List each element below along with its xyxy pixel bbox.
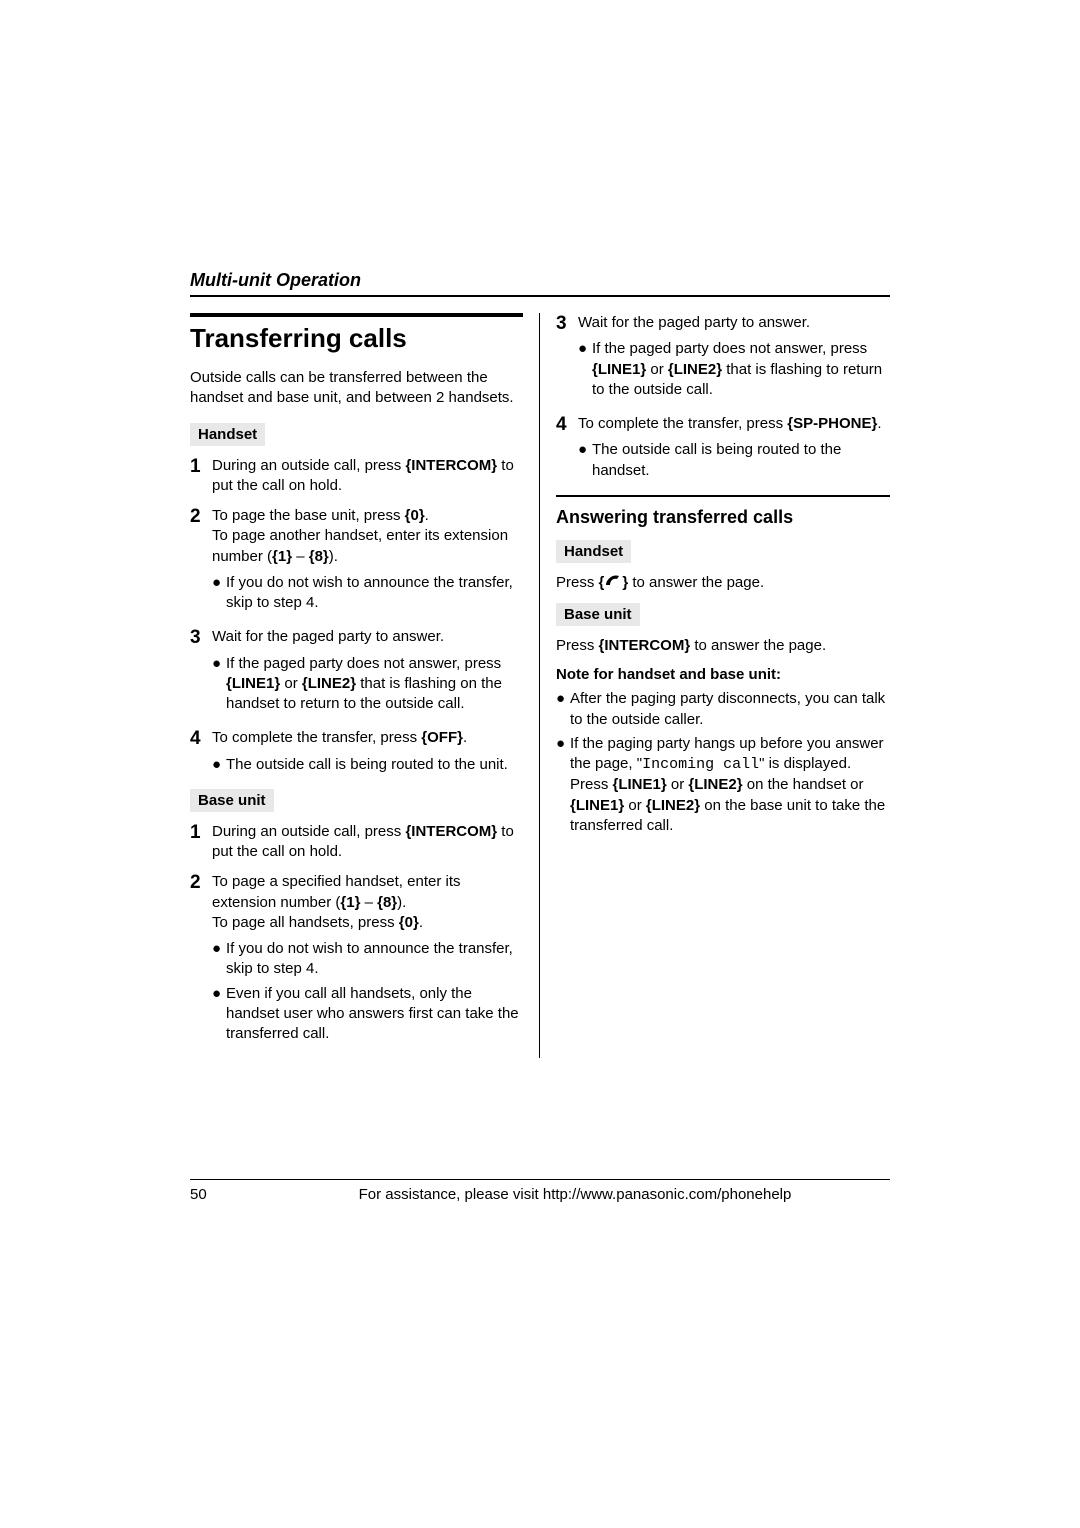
base-step-3: 3 Wait for the paged party to answer. ● …: [556, 313, 890, 404]
intro-text: Outside calls can be transferred between…: [190, 368, 523, 409]
section-header: Multi-unit Operation: [190, 270, 890, 297]
base-answer-text: Press {INTERCOM} to answer the page.: [556, 636, 890, 656]
bullet-item: ● The outside call is being routed to th…: [212, 755, 523, 775]
handset-step-3: 3 Wait for the paged party to answer. ● …: [190, 627, 523, 718]
bullet-item: ● The outside call is being routed to th…: [578, 440, 890, 481]
right-column: 3 Wait for the paged party to answer. ● …: [540, 313, 890, 1058]
handset-step-2: 2 To page the base unit, press {0}. To p…: [190, 506, 523, 617]
handset-answer-text: Press {} to answer the page.: [556, 573, 890, 593]
page-content: Multi-unit Operation Transferring calls …: [0, 0, 1080, 1058]
talk-icon: [604, 573, 622, 593]
base-step-1: 1 During an outside call, press {INTERCO…: [190, 822, 523, 863]
bullet-item: ● Even if you call all handsets, only th…: [212, 984, 523, 1045]
base-step-4: 4 To complete the transfer, press {SP-PH…: [556, 414, 890, 485]
handset-label: Handset: [556, 540, 631, 563]
main-heading: Transferring calls: [190, 313, 523, 354]
step-number: 2: [190, 872, 212, 1048]
note-bullet: ● If the paging party hangs up before yo…: [556, 734, 890, 836]
bullet-item: ● If the paged party does not answer, pr…: [578, 339, 890, 400]
step-number: 2: [190, 506, 212, 617]
step-body: To complete the transfer, press {SP-PHON…: [578, 414, 890, 485]
step-body: To page a specified handset, enter its e…: [212, 872, 523, 1048]
page-number: 50: [190, 1186, 260, 1203]
step-number: 4: [556, 414, 578, 485]
step-number: 1: [190, 456, 212, 497]
step-body: During an outside call, press {INTERCOM}…: [212, 822, 523, 863]
base-unit-label: Base unit: [556, 603, 640, 626]
footer-text: For assistance, please visit http://www.…: [260, 1186, 890, 1203]
bullet-item: ● If you do not wish to announce the tra…: [212, 573, 523, 614]
step-body: Wait for the paged party to answer. ● If…: [212, 627, 523, 718]
step-number: 3: [556, 313, 578, 404]
step-body: To complete the transfer, press {OFF}. ●…: [212, 728, 523, 779]
handset-step-4: 4 To complete the transfer, press {OFF}.…: [190, 728, 523, 779]
step-body: To page the base unit, press {0}. To pag…: [212, 506, 523, 617]
handset-step-1: 1 During an outside call, press {INTERCO…: [190, 456, 523, 497]
bullet-item: ● If you do not wish to announce the tra…: [212, 939, 523, 980]
base-step-2: 2 To page a specified handset, enter its…: [190, 872, 523, 1048]
step-number: 1: [190, 822, 212, 863]
note-heading: Note for handset and base unit:: [556, 666, 890, 683]
footer: 50 For assistance, please visit http://w…: [190, 1179, 890, 1203]
handset-label: Handset: [190, 423, 265, 446]
base-unit-label: Base unit: [190, 789, 274, 812]
step-number: 3: [190, 627, 212, 718]
left-column: Transferring calls Outside calls can be …: [190, 313, 540, 1058]
step-number: 4: [190, 728, 212, 779]
bullet-item: ● If the paged party does not answer, pr…: [212, 654, 523, 715]
step-body: During an outside call, press {INTERCOM}…: [212, 456, 523, 497]
step-body: Wait for the paged party to answer. ● If…: [578, 313, 890, 404]
columns: Transferring calls Outside calls can be …: [190, 313, 890, 1058]
note-bullet: ● After the paging party disconnects, yo…: [556, 689, 890, 730]
sub-heading: Answering transferred calls: [556, 495, 890, 528]
